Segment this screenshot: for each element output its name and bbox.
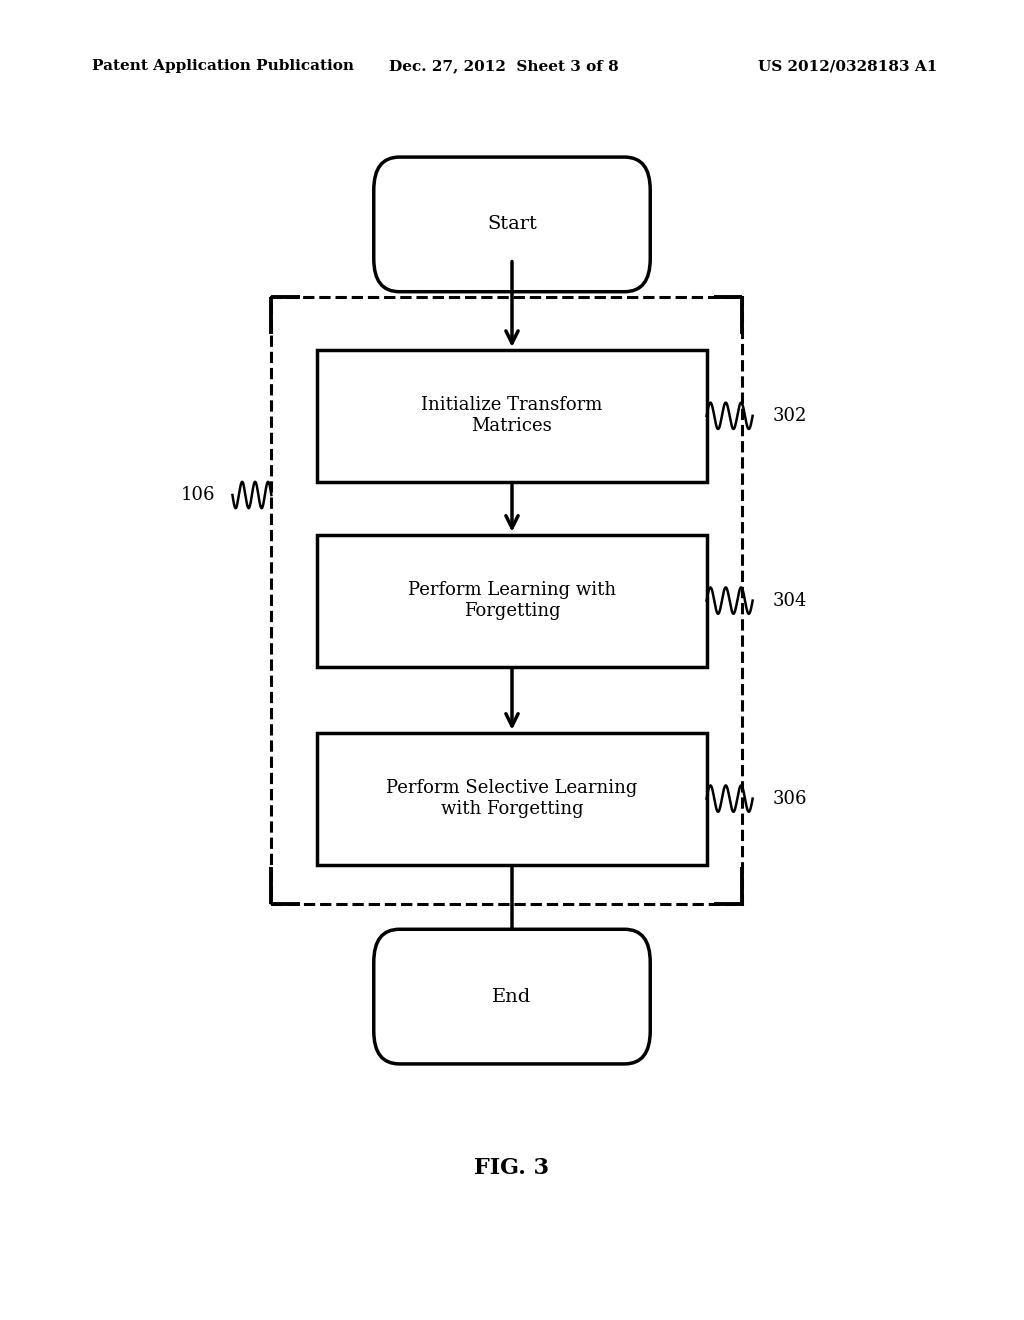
Text: Perform Learning with
Forgetting: Perform Learning with Forgetting (408, 581, 616, 620)
FancyBboxPatch shape (374, 157, 650, 292)
Text: 306: 306 (773, 789, 808, 808)
Bar (317, 733, 707, 865)
Text: Patent Application Publication: Patent Application Publication (92, 59, 354, 74)
Text: Dec. 27, 2012  Sheet 3 of 8: Dec. 27, 2012 Sheet 3 of 8 (389, 59, 618, 74)
Text: Perform Selective Learning
with Forgetting: Perform Selective Learning with Forgetti… (386, 779, 638, 818)
Text: 304: 304 (773, 591, 808, 610)
Text: FIG. 3: FIG. 3 (474, 1158, 550, 1179)
Bar (317, 350, 707, 482)
Text: End: End (493, 987, 531, 1006)
Text: US 2012/0328183 A1: US 2012/0328183 A1 (758, 59, 937, 74)
Bar (271, 297, 742, 904)
Text: Start: Start (487, 215, 537, 234)
Text: 302: 302 (773, 407, 808, 425)
Text: 106: 106 (180, 486, 215, 504)
Bar (317, 535, 707, 667)
Text: Initialize Transform
Matrices: Initialize Transform Matrices (421, 396, 603, 436)
FancyBboxPatch shape (374, 929, 650, 1064)
